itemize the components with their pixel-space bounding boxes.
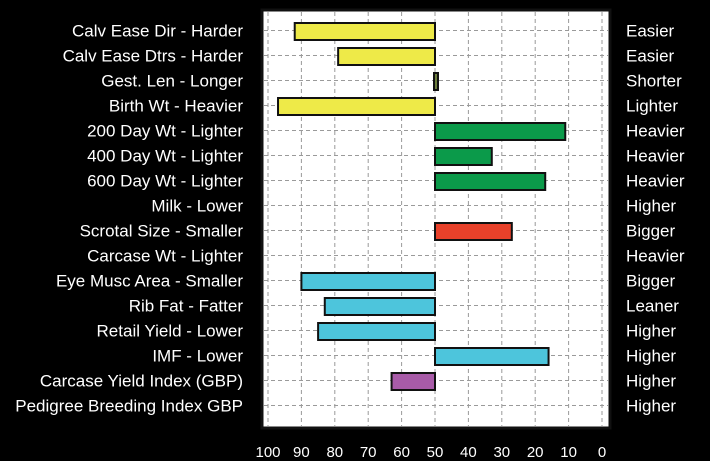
x-tick-label: 80: [326, 444, 343, 461]
category-label-left: Gest. Len - Longer: [101, 72, 243, 91]
category-label-left: 400 Day Wt - Lighter: [87, 147, 243, 166]
bar-1: [293, 22, 436, 41]
bar-6: [434, 147, 493, 166]
category-label-left: Milk - Lower: [151, 197, 243, 216]
x-tick-label: 20: [527, 444, 544, 461]
bar-3: [433, 72, 439, 91]
bar-2: [337, 47, 437, 66]
bar-15: [390, 372, 436, 391]
x-tick-label: 10: [560, 444, 577, 461]
category-label-left: Carcase Yield Index (GBP): [40, 372, 243, 391]
bar-13: [317, 322, 437, 341]
category-label-right: Higher: [626, 347, 676, 366]
category-label-left: 600 Day Wt - Lighter: [87, 172, 243, 191]
category-label-right: Easier: [626, 47, 675, 66]
category-label-right: Easier: [626, 22, 675, 41]
category-label-left: Birth Wt - Heavier: [109, 97, 243, 116]
x-tick-label: 60: [393, 444, 410, 461]
x-axis-ticks: 100 90 80 70 60 50 40 30 20 10 0: [255, 444, 606, 461]
x-tick-label: 70: [360, 444, 377, 461]
category-label-left: Calv Ease Dtrs - Harder: [63, 47, 244, 66]
bar-12: [323, 297, 436, 316]
category-label-right: Higher: [626, 197, 676, 216]
x-tick-label: 30: [493, 444, 510, 461]
category-label-right: Heavier: [626, 122, 685, 141]
category-label-right: Heavier: [626, 147, 685, 166]
category-label-left: 200 Day Wt - Lighter: [87, 122, 243, 141]
bar-11: [300, 272, 436, 291]
bar-5: [434, 122, 567, 141]
category-label-right: Shorter: [626, 72, 682, 91]
category-label-right: Higher: [626, 322, 676, 341]
category-label-left: IMF - Lower: [152, 347, 243, 366]
bar-14: [434, 347, 550, 366]
category-label-right: Lighter: [626, 97, 678, 116]
category-label-left: Eye Musc Area - Smaller: [56, 272, 243, 291]
category-labels-left: Calv Ease Dir - Harder Calv Ease Dtrs - H…: [15, 22, 243, 416]
x-tick-label: 100: [255, 444, 280, 461]
x-tick-label: 0: [598, 444, 606, 461]
category-label-right: Heavier: [626, 247, 685, 266]
category-label-left: Retail Yield - Lower: [97, 322, 244, 341]
x-tick-label: 40: [460, 444, 477, 461]
category-label-left: Carcase Wt - Lighter: [87, 247, 243, 266]
category-label-right: Leaner: [626, 297, 679, 316]
category-label-right: Bigger: [626, 272, 675, 291]
category-label-left: Scrotal Size - Smaller: [80, 222, 244, 241]
bar-7: [434, 172, 547, 191]
category-label-right: Higher: [626, 397, 676, 416]
category-label-left: Rib Fat - Fatter: [129, 297, 244, 316]
category-label-right: Bigger: [626, 222, 675, 241]
bar-9: [434, 222, 513, 241]
category-label-right: Higher: [626, 372, 676, 391]
category-label-left: Pedigree Breeding Index GBP: [15, 397, 243, 416]
category-label-right: Heavier: [626, 172, 685, 191]
x-tick-label: 90: [293, 444, 310, 461]
x-tick-label: 50: [427, 444, 444, 461]
bar-4: [277, 97, 436, 116]
category-labels-right: Easier Easier Shorter Lighter Heavier Heavier…: [626, 22, 685, 416]
bars: [277, 22, 567, 391]
category-label-left: Calv Ease Dir - Harder: [72, 22, 243, 41]
